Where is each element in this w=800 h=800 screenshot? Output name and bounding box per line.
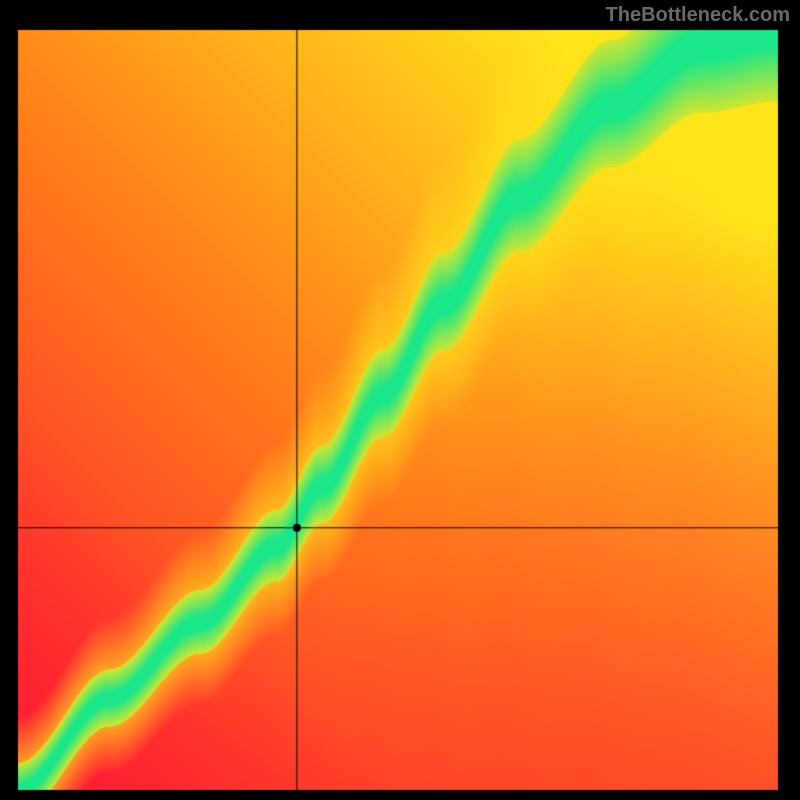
chart-container: TheBottleneck.com xyxy=(0,0,800,800)
heatmap-canvas xyxy=(0,0,800,800)
watermark-text: TheBottleneck.com xyxy=(606,4,790,27)
